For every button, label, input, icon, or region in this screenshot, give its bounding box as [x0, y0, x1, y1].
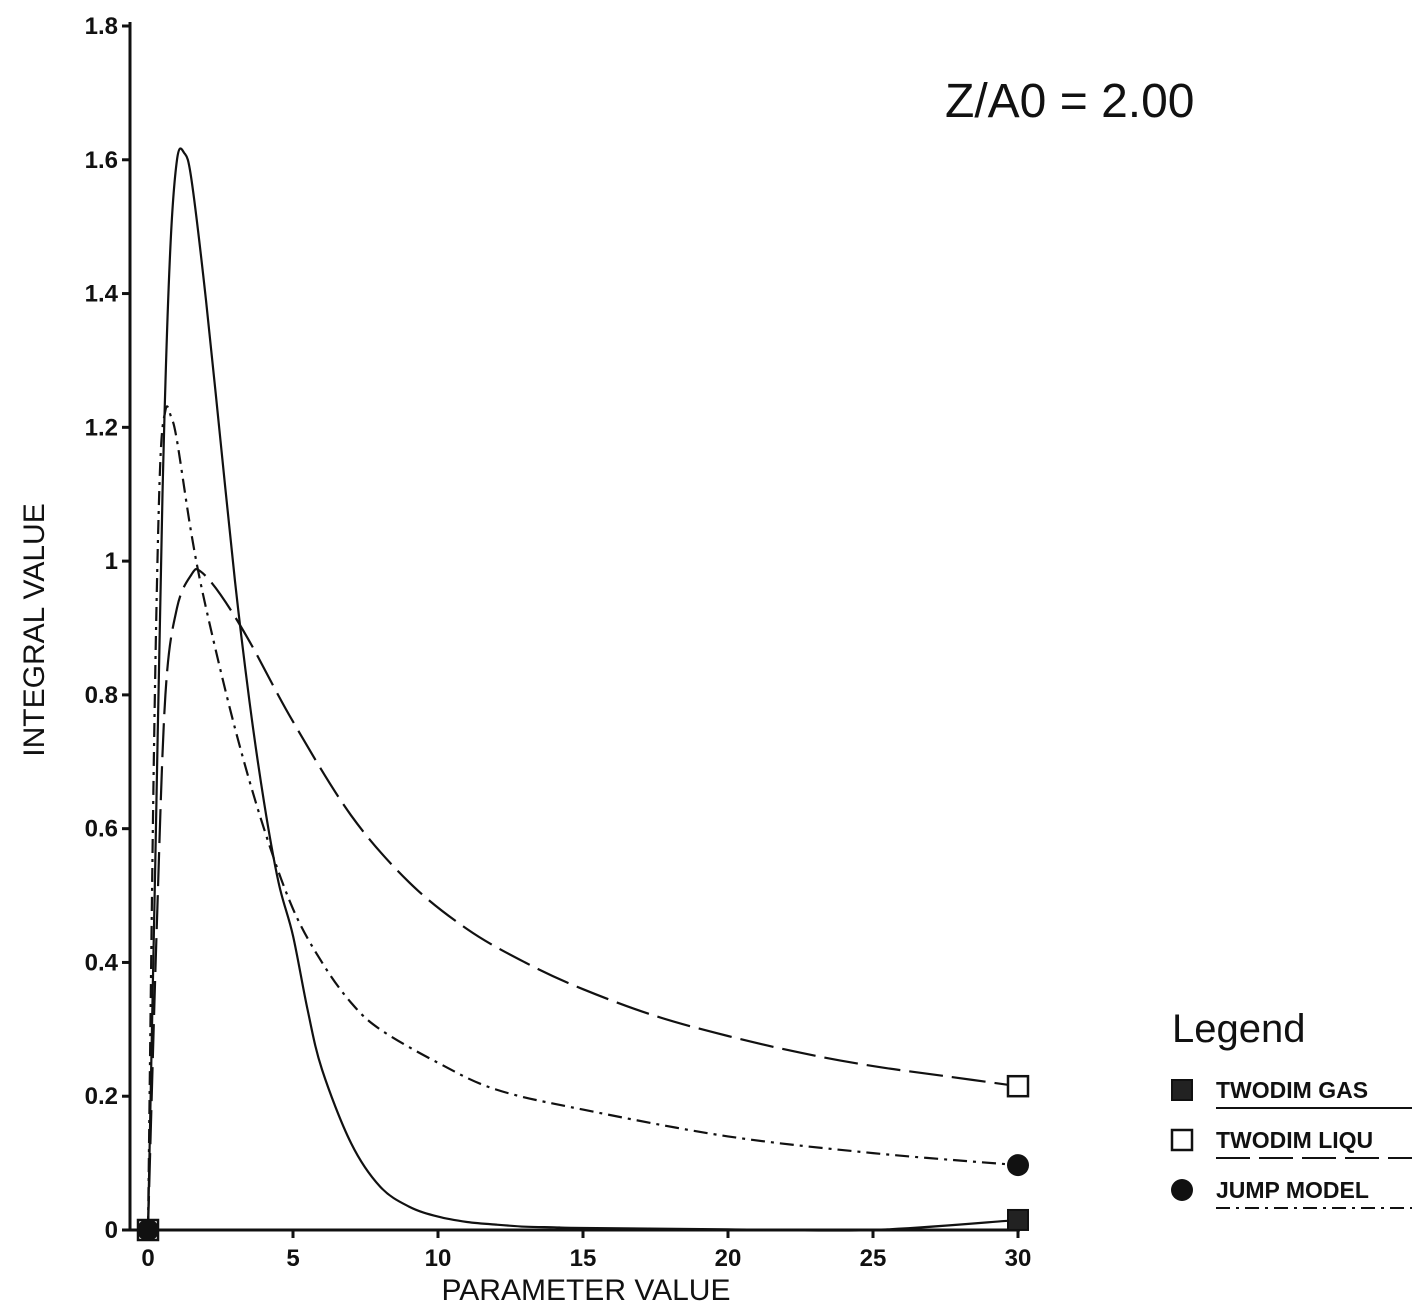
- x-tick-label: 0: [141, 1245, 154, 1272]
- y-tick-label: 0.2: [85, 1083, 118, 1110]
- legend-label-jump-model: JUMP MODEL: [1216, 1177, 1369, 1203]
- x-axis-title: PARAMETER VALUE: [442, 1274, 731, 1307]
- series-line-twodim-liqu: [146, 568, 1019, 1231]
- legend-label-twodim-liqu: TWODIM LIQU: [1216, 1127, 1373, 1153]
- legend-label-twodim-gas: TWODIM GAS: [1216, 1077, 1368, 1103]
- series-markers: [136, 1074, 1030, 1242]
- axes: 0 0.2 0.4 0.6 0.8 1 1.2 1.4 1.6 1.8 0 5 10 15 20 25 30: [85, 13, 1032, 1272]
- annotation-ratio: Z/A0 = 2.00: [945, 75, 1195, 128]
- x-tick-label: 10: [425, 1245, 452, 1272]
- y-tick-label: 1.2: [85, 414, 118, 441]
- legend: Legend TWODIM GAS TWODIM LIQU JUMP MODEL: [1170, 1007, 1412, 1209]
- y-tick-label: 1.6: [85, 147, 118, 174]
- x-tick-label: 5: [286, 1245, 299, 1272]
- legend-title: Legend: [1172, 1007, 1305, 1051]
- y-tick-label: 0: [105, 1217, 118, 1244]
- y-tick-label: 0.4: [85, 949, 119, 976]
- x-tick-label: 15: [570, 1245, 597, 1272]
- legend-marker-twodim-liqu: [1170, 1128, 1194, 1152]
- x-tick-label: 25: [860, 1245, 887, 1272]
- y-axis-title: INTEGRAL VALUE: [18, 503, 51, 756]
- y-tick-label: 0.6: [85, 816, 118, 843]
- series-line-jump-model: [146, 405, 1019, 1231]
- y-tick-label: 0.8: [85, 682, 118, 709]
- series-lines: [146, 147, 1019, 1232]
- marker-jump-model-start: [137, 1219, 159, 1241]
- marker-twodim-gas-end: [1007, 1208, 1029, 1231]
- legend-marker-twodim-gas: [1171, 1079, 1193, 1101]
- y-tick-label: 1.8: [85, 13, 118, 40]
- x-tick-label: 20: [715, 1245, 742, 1272]
- y-tick-label: 1.4: [85, 281, 119, 308]
- x-tick-label: 30: [1005, 1245, 1032, 1272]
- legend-marker-jump-model: [1171, 1179, 1193, 1201]
- marker-jump-model-end: [1007, 1154, 1029, 1177]
- marker-twodim-liqu-end: [1006, 1074, 1030, 1098]
- y-tick-label: 1: [105, 548, 118, 575]
